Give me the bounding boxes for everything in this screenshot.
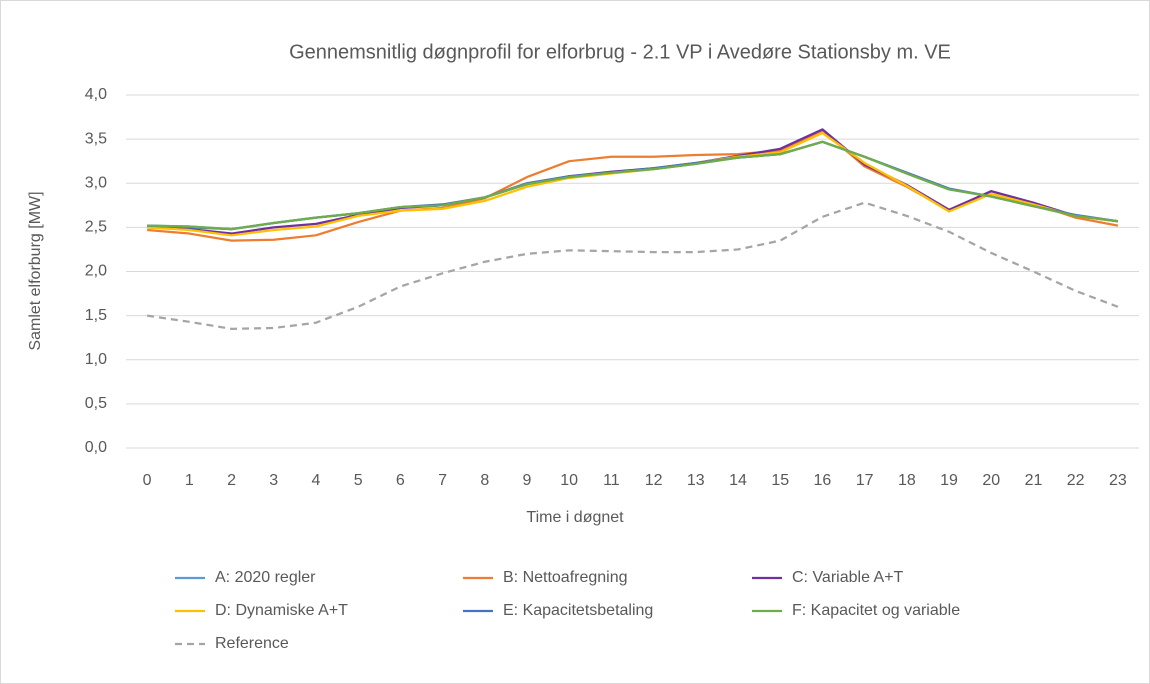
x-tick-label: 10 — [560, 472, 578, 489]
y-tick-label: 1,0 — [85, 351, 107, 368]
x-axis-label: Time i døgnet — [526, 509, 624, 526]
x-tick-label: 19 — [940, 472, 958, 489]
y-tick-label: 0,0 — [85, 439, 107, 456]
x-tick-label: 11 — [603, 472, 620, 489]
series-line — [147, 140, 1119, 231]
y-tick-label: 2,5 — [85, 219, 107, 236]
legend-label: Reference — [215, 635, 289, 652]
y-tick-label: 1,5 — [85, 307, 107, 324]
chart-title: Gennemsnitlig døgnprofil for elforbrug -… — [289, 41, 951, 63]
x-tick-label: 17 — [856, 472, 874, 489]
y-tick-label: 2,0 — [85, 263, 107, 280]
legend-label: B: Nettoafregning — [503, 569, 628, 586]
x-tick-label: 12 — [645, 472, 663, 489]
x-tick-label: 14 — [729, 472, 747, 489]
x-tick-label: 18 — [898, 472, 916, 489]
x-tick-label: 13 — [687, 472, 705, 489]
x-tick-label: 16 — [814, 472, 832, 489]
x-tick-label: 23 — [1109, 472, 1127, 489]
x-tick-label: 8 — [480, 472, 489, 489]
x-tick-label: 15 — [771, 472, 789, 489]
y-tick-label: 3,5 — [85, 130, 107, 147]
legend-label: A: 2020 regler — [215, 569, 316, 586]
series-line — [146, 201, 1119, 330]
x-tick-label: 5 — [354, 472, 363, 489]
x-tick-label: 7 — [438, 472, 447, 489]
y-axis-label: Samlet elforburg [MW] — [27, 191, 44, 350]
x-tick-label: 0 — [143, 472, 152, 489]
y-tick-label: 0,5 — [85, 395, 107, 412]
x-tick-label: 6 — [396, 472, 405, 489]
x-tick-label: 3 — [269, 472, 278, 489]
y-tick-label: 3,0 — [85, 174, 107, 191]
legend-label: D: Dynamiske A+T — [215, 602, 348, 619]
x-tick-label: 21 — [1025, 472, 1043, 489]
x-tick-label: 20 — [982, 472, 1000, 489]
legend-label: F: Kapacitet og variable — [792, 602, 960, 619]
x-tick-label: 1 — [185, 472, 194, 489]
y-tick-label: 4,0 — [85, 86, 107, 103]
x-tick-label: 2 — [227, 472, 236, 489]
x-tick-label: 4 — [311, 472, 320, 489]
legend-label: E: Kapacitetsbetaling — [503, 602, 653, 619]
x-tick-label: 9 — [523, 472, 532, 489]
x-tick-label: 22 — [1067, 472, 1085, 489]
legend-label: C: Variable A+T — [792, 569, 904, 586]
